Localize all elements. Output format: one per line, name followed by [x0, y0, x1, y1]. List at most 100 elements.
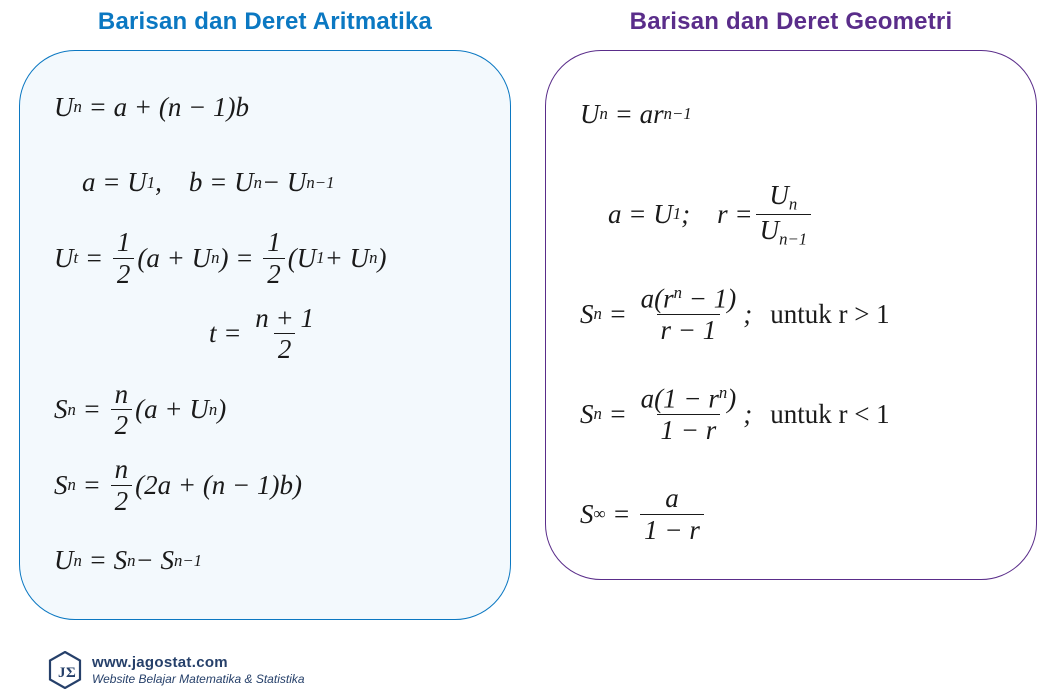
- sym: − 1): [682, 283, 736, 313]
- geom-formula-sinf: S∞ = a 1 − r: [580, 475, 1002, 553]
- geom-formula-un: Un = arn−1: [580, 75, 1002, 153]
- sym: r =: [717, 199, 752, 230]
- sub: t: [74, 248, 79, 268]
- sym: S: [54, 470, 68, 501]
- sym: (2a + (n − 1)b): [135, 470, 302, 501]
- sym: S: [114, 545, 128, 576]
- fraction: a 1 − r: [640, 484, 704, 544]
- den: 2: [113, 258, 135, 288]
- num: n: [111, 455, 133, 484]
- den: Un−1: [756, 214, 812, 248]
- arith-formula-t: t = n + 12: [54, 302, 476, 366]
- den: 2: [111, 409, 133, 439]
- den: 2: [111, 485, 133, 515]
- sym: U: [54, 243, 74, 274]
- fraction: a(1 − rn) 1 − r: [637, 384, 741, 444]
- sub: n−1: [174, 551, 202, 571]
- sym: ;: [743, 399, 752, 430]
- sym: S: [54, 394, 68, 425]
- sub: ∞: [594, 504, 606, 524]
- sym: U: [580, 99, 600, 130]
- sub: n: [789, 194, 797, 213]
- den: 1 − r: [640, 514, 704, 544]
- arith-formula-sn1: Sn = n2 (a + Un): [54, 378, 476, 442]
- sub: n: [600, 104, 608, 124]
- sym: a = U: [82, 167, 147, 198]
- sub: 1: [316, 248, 324, 268]
- sym: S: [580, 499, 594, 530]
- heading-arithmetic: Barisan dan Deret Aritmatika: [98, 8, 432, 36]
- footer: J Σ www.jagostat.com Website Belajar Mat…: [48, 651, 305, 689]
- sub: n: [254, 173, 262, 193]
- sym: a(1 − r: [641, 383, 719, 413]
- arith-formula-un-diff: Un = Sn − Sn−1: [54, 529, 476, 593]
- sub: n: [127, 551, 135, 571]
- sym: (U: [288, 243, 317, 274]
- fraction: n2: [111, 455, 133, 515]
- fraction: n + 12: [251, 304, 318, 364]
- sub: n: [68, 475, 76, 495]
- footer-text: www.jagostat.com Website Belajar Matemat…: [92, 654, 305, 686]
- panel-geometric: Un = arn−1 a = U1; r = Un Un−1 Sn = a(rn…: [545, 50, 1037, 580]
- num: Un: [765, 181, 801, 214]
- sym: (a + U: [137, 243, 211, 274]
- geom-formula-ar: a = U1; r = Un Un−1: [580, 175, 1002, 253]
- condition-note: untuk r < 1: [770, 399, 889, 430]
- site-tagline: Website Belajar Matematika & Statistika: [92, 672, 305, 686]
- den: r − 1: [657, 314, 721, 344]
- den: 2: [263, 258, 285, 288]
- sym: S: [580, 399, 594, 430]
- arith-formula-sn2: Sn = n2 (2a + (n − 1)b): [54, 453, 476, 517]
- sym: t: [209, 318, 217, 349]
- sub: 1: [147, 173, 155, 193]
- sym: U: [54, 92, 74, 123]
- fraction: 12: [263, 228, 285, 288]
- num: a(1 − rn): [637, 384, 741, 414]
- sym: U: [54, 545, 74, 576]
- sub: n: [209, 400, 217, 420]
- sym: a: [114, 92, 128, 123]
- two-column-layout: Barisan dan Deret Aritmatika Un = a + (n…: [16, 8, 1040, 620]
- sub: n: [68, 400, 76, 420]
- panel-arithmetic: Un = a + (n − 1)b a = U1, b = Un − Un−1 …: [19, 50, 511, 620]
- sym: ): [219, 243, 228, 274]
- logo-icon: J Σ: [48, 651, 82, 689]
- sym: ar: [640, 99, 664, 130]
- num: n + 1: [251, 304, 318, 333]
- fraction: Un Un−1: [756, 181, 812, 248]
- fraction: 12: [113, 228, 135, 288]
- condition-note: untuk r > 1: [770, 299, 889, 330]
- sym: ;: [681, 199, 690, 230]
- num: n: [111, 380, 133, 409]
- sym: a = U: [608, 199, 673, 230]
- sub: n: [74, 97, 82, 117]
- sym: b = U: [189, 167, 254, 198]
- sym: + U: [325, 243, 369, 274]
- den: 2: [274, 333, 296, 363]
- den: 1 − r: [657, 414, 721, 444]
- logo-letter-j: J: [58, 665, 66, 681]
- fraction: a(rn − 1) r − 1: [637, 284, 741, 344]
- sym: − S: [135, 545, 173, 576]
- num: a(rn − 1): [637, 284, 741, 314]
- sup: n: [674, 283, 682, 302]
- sup: n−1: [664, 104, 692, 124]
- geom-formula-sn-lt1: Sn = a(1 − rn) 1 − r ; untuk r < 1: [580, 375, 1002, 453]
- geom-formula-sn-gt1: Sn = a(rn − 1) r − 1 ; untuk r > 1: [580, 275, 1002, 353]
- sym: ,: [155, 167, 162, 198]
- sym: U: [760, 215, 780, 245]
- sym: ): [217, 394, 226, 425]
- sub: n−1: [779, 229, 807, 248]
- arith-formula-un: Un = a + (n − 1)b: [54, 75, 476, 139]
- column-geometric: Barisan dan Deret Geometri Un = arn−1 a …: [542, 8, 1040, 580]
- heading-geometric: Barisan dan Deret Geometri: [630, 8, 953, 36]
- site-url: www.jagostat.com: [92, 654, 305, 672]
- sym: S: [580, 299, 594, 330]
- sym: ): [377, 243, 386, 274]
- arith-formula-ab: a = U1, b = Un − Un−1: [54, 151, 476, 215]
- sub: 1: [673, 204, 681, 224]
- num: a: [661, 484, 683, 513]
- logo-letter-sigma: Σ: [66, 665, 76, 681]
- sym: (n − 1)b: [159, 92, 249, 123]
- arith-formula-ut: Ut = 12 (a + Un) = 12 (U1 + Un): [54, 226, 476, 290]
